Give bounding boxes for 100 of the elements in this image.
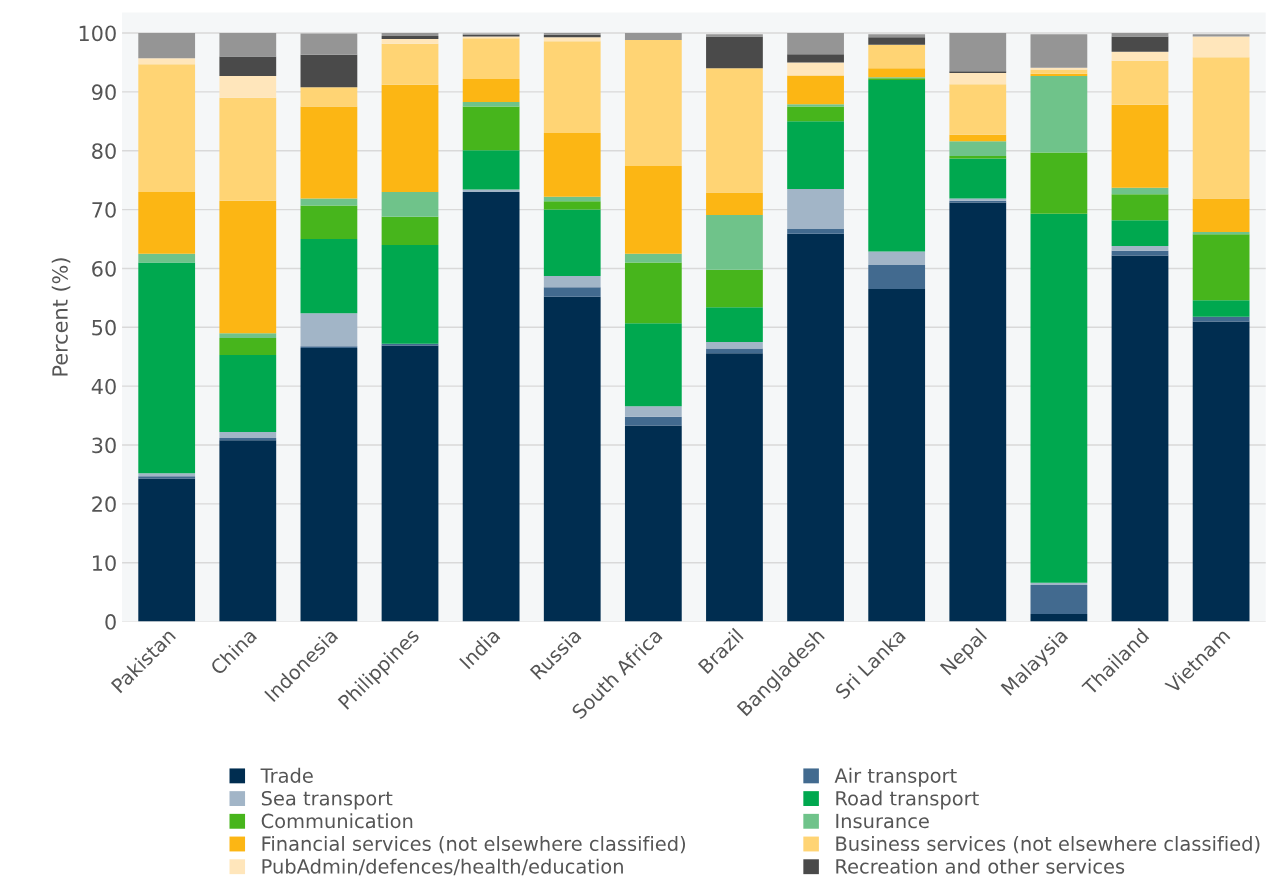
bar (138, 478, 196, 622)
bar (219, 333, 277, 338)
bar (787, 54, 844, 63)
bar (138, 191, 196, 254)
bar (868, 44, 926, 69)
bar (1111, 104, 1169, 188)
bar (624, 425, 682, 622)
bar (787, 121, 844, 189)
bar (1030, 213, 1088, 583)
bar (1192, 57, 1250, 199)
bar (543, 287, 601, 297)
bar (219, 432, 277, 438)
bar (949, 134, 1007, 142)
bar (1192, 300, 1250, 317)
bar (1030, 76, 1088, 153)
bar (868, 80, 926, 252)
bar (300, 347, 358, 622)
bar (138, 58, 196, 65)
bar (706, 214, 763, 270)
bar (624, 262, 682, 324)
bar (219, 440, 277, 622)
bar (949, 202, 1007, 622)
bar (381, 216, 439, 245)
bar (868, 37, 926, 45)
bar (1192, 198, 1250, 232)
bar (138, 262, 196, 474)
legend-label: Financial services (not elsewhere classified) (262, 835, 685, 854)
bar (706, 192, 763, 215)
bar (1111, 51, 1169, 61)
bar (949, 84, 1007, 135)
y-tick-label: 10 (92, 555, 116, 571)
bar (706, 269, 763, 308)
bar (787, 104, 844, 107)
bar (868, 289, 926, 622)
bar (300, 54, 358, 88)
bar (543, 133, 601, 197)
bar (219, 200, 277, 334)
y-tick-label: 70 (92, 202, 116, 218)
bar (543, 209, 601, 277)
bar (300, 106, 358, 199)
bar (543, 276, 601, 288)
bar (381, 84, 439, 192)
bar (462, 101, 520, 107)
bar (543, 37, 601, 42)
y-axis-title: Percent (%) (51, 258, 71, 376)
bar (949, 73, 1007, 85)
bar (624, 33, 682, 41)
bar (1111, 246, 1169, 251)
bar (219, 354, 277, 433)
y-tick-label: 20 (92, 496, 116, 513)
legend-label: Business services (not elsewhere classified) (836, 835, 1260, 854)
legend-label: Insurance (836, 813, 929, 829)
bar (381, 191, 439, 217)
bar (300, 239, 358, 314)
bar (1111, 250, 1169, 256)
bar (868, 251, 926, 265)
bar (219, 56, 277, 76)
bar (462, 191, 520, 622)
y-tick-label: 90 (92, 84, 116, 101)
legend-label: Sea transport (261, 790, 393, 810)
bar (868, 68, 926, 78)
bar (543, 201, 601, 210)
bar (787, 33, 844, 55)
bar (787, 106, 844, 122)
bar (706, 342, 763, 349)
bar (1111, 33, 1169, 37)
y-tick-label: 30 (92, 437, 116, 454)
y-tick-label: 40 (91, 378, 116, 395)
bar (868, 34, 926, 38)
bar (1111, 60, 1169, 105)
bar (1111, 255, 1169, 622)
bar (624, 406, 682, 417)
bar (219, 76, 277, 98)
bar (706, 36, 763, 69)
bar (219, 33, 277, 57)
bar (1192, 34, 1250, 37)
legend-label: Air transport (834, 767, 957, 787)
y-tick-label: 0 (105, 614, 116, 630)
bar (624, 253, 682, 263)
bar (706, 353, 763, 622)
bar (787, 189, 844, 230)
bar (219, 337, 277, 355)
bar (1192, 234, 1250, 301)
y-tick-label: 60 (92, 260, 116, 277)
bar (462, 150, 520, 190)
bar (949, 33, 1007, 72)
bar (300, 33, 358, 55)
bar (706, 34, 763, 37)
y-tick-label: 50 (92, 319, 116, 336)
bar (787, 75, 844, 105)
bar (787, 233, 844, 622)
bar (1192, 321, 1250, 622)
bar (1030, 34, 1088, 68)
bar (543, 41, 601, 134)
bar (381, 345, 439, 622)
bar (462, 106, 520, 151)
bar (624, 40, 682, 167)
legend-label: Communication (261, 813, 413, 829)
bar (624, 166, 682, 254)
bar (706, 68, 763, 193)
